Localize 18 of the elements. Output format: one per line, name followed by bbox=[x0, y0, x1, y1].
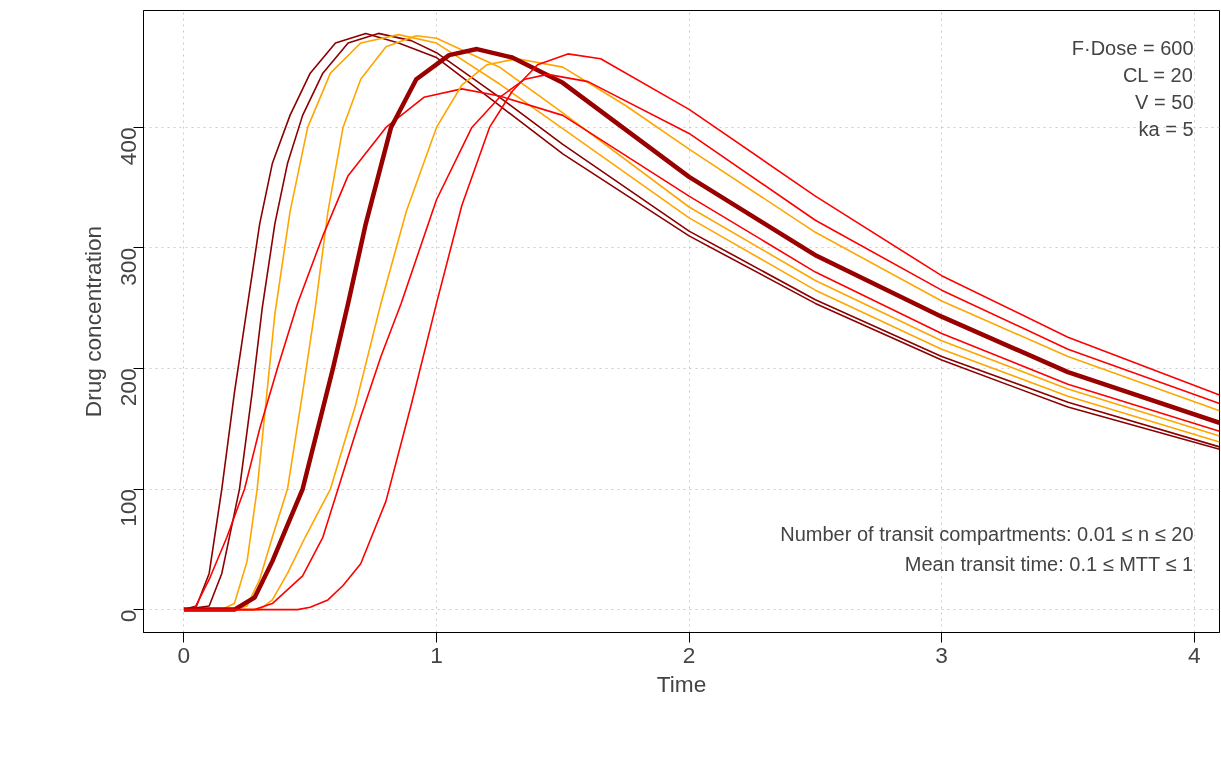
y-tick-label: 100 bbox=[115, 489, 141, 527]
x-tick-label: 1 bbox=[430, 641, 443, 668]
y-axis-title: Drug concentration bbox=[79, 225, 106, 418]
annotation: Number of transit compartments: 0.01 ≤ n ≤ 20 bbox=[780, 522, 1194, 545]
y-tick-label: 300 bbox=[115, 247, 141, 286]
annotation: Mean transit time: 0.1 ≤ MTT ≤ 1 bbox=[904, 552, 1194, 575]
x-axis-title: Time bbox=[656, 670, 707, 697]
annotation: V = 50 bbox=[1135, 90, 1194, 113]
x-tick-label: 4 bbox=[1187, 641, 1201, 668]
y-tick-label: 0 bbox=[115, 609, 141, 623]
x-tick-label: 3 bbox=[935, 641, 948, 668]
x-tick-label: 2 bbox=[682, 641, 696, 668]
annotation: ka = 5 bbox=[1138, 117, 1194, 140]
y-tick-label: 200 bbox=[115, 368, 141, 407]
annotation: F·Dose = 600 bbox=[1071, 36, 1194, 59]
annotation: CL = 20 bbox=[1122, 63, 1193, 86]
x-tick-label: 0 bbox=[177, 641, 191, 668]
y-tick-label: 400 bbox=[115, 127, 141, 166]
